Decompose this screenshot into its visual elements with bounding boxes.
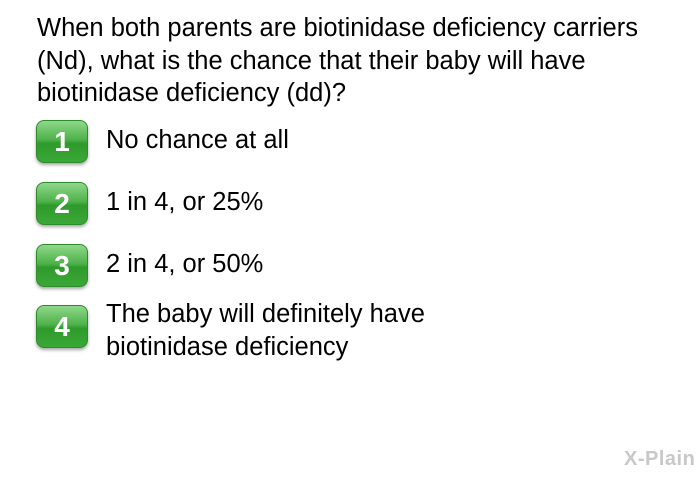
answer-label-3[interactable]: 2 in 4, or 50% <box>106 250 264 278</box>
answer-button-1[interactable]: 1 <box>36 120 88 163</box>
answer-option-4[interactable]: 4 The baby will definitely have biotinid… <box>36 300 466 363</box>
x-plain-logo: X-Plain <box>624 448 696 470</box>
answer-option-3[interactable]: 3 2 in 4, or 50% <box>36 244 506 287</box>
answer-button-4[interactable]: 4 <box>36 305 88 348</box>
answer-label-2[interactable]: 1 in 4, or 25% <box>106 188 264 216</box>
question-text: When both parents are biotinidase defici… <box>37 14 638 107</box>
answer-label-1[interactable]: No chance at all <box>106 126 289 154</box>
answer-option-1[interactable]: 1 No chance at all <box>36 120 506 163</box>
answer-label-4[interactable]: The baby will definitely have biotinidas… <box>106 300 425 361</box>
answer-button-2[interactable]: 2 <box>36 182 88 225</box>
answer-button-3[interactable]: 3 <box>36 244 88 287</box>
answer-option-2[interactable]: 2 1 in 4, or 25% <box>36 182 506 225</box>
